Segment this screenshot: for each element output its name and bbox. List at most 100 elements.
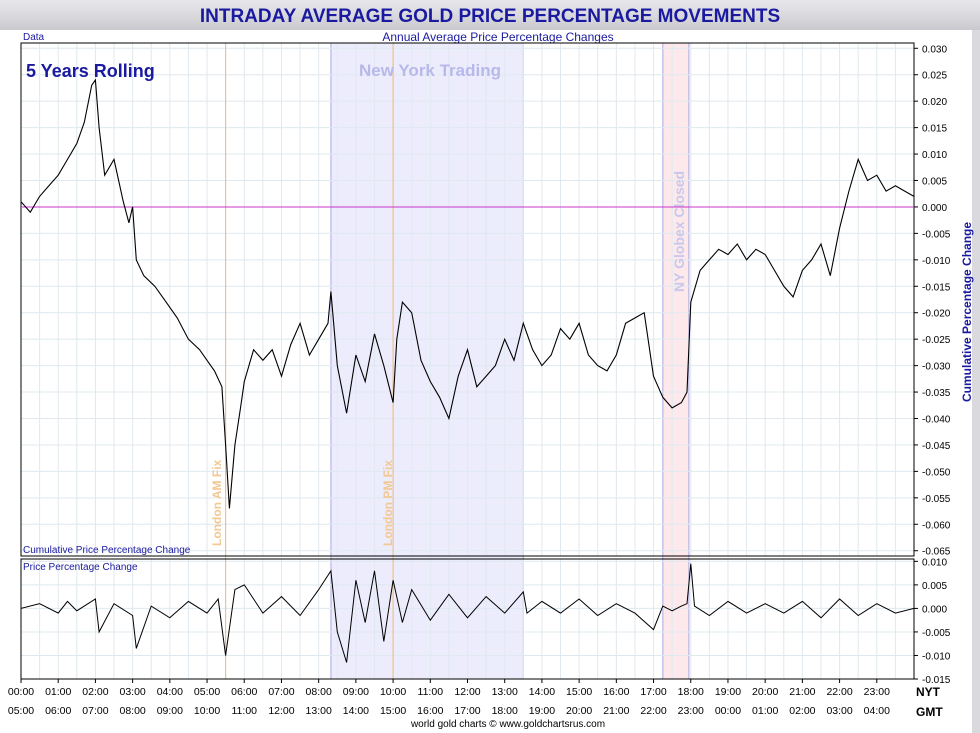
lower-y-tick-label: -0.010 — [922, 651, 951, 662]
x-tick-label-gmt: 01:00 — [752, 705, 778, 717]
x-tick-label-gmt: 18:00 — [492, 705, 518, 717]
right-edge — [972, 30, 980, 733]
upper-y-tick-label: 0.000 — [922, 203, 947, 214]
cumulative-series-line — [21, 78, 914, 509]
x-tick-label-nyt: 05:00 — [194, 686, 220, 698]
x-tick-label-nyt: 14:00 — [529, 686, 555, 698]
upper-y-tick-label: -0.065 — [922, 547, 951, 558]
right-axis-label: Cumulative Percentage Change — [960, 222, 974, 402]
lower-y-tick-label: -0.015 — [922, 675, 951, 686]
x-tick-label-gmt: 02:00 — [789, 705, 815, 717]
upper-y-tick-label: -0.020 — [922, 309, 951, 320]
upper-y-tick-label: 0.030 — [922, 44, 947, 55]
x-ticks: 00:00 05:00 01:00 06:00 02:00 07:00 03:00 08:00… — [8, 679, 890, 717]
x-tick-label-nyt: 12:00 — [454, 686, 480, 698]
lower-grid — [20, 559, 915, 680]
lower-panel-label: Price Percentage Change — [23, 562, 138, 573]
upper-y-tick-label: -0.010 — [922, 256, 951, 267]
x-tick-label-gmt: 11:00 — [232, 705, 258, 717]
price-change-series-line — [21, 563, 914, 663]
x-tick-label-gmt: 15:00 — [380, 705, 406, 717]
rolling-label: 5 Years Rolling — [26, 61, 155, 81]
fix-pm-label: London PM Fix — [381, 460, 395, 546]
globex-shade — [662, 43, 689, 679]
x-tick-label-nyt: 03:00 — [119, 686, 145, 698]
x-tick-label-nyt: 06:00 — [231, 686, 257, 698]
x-tick-label-gmt: 10:00 — [194, 705, 220, 717]
lower-y-tick-label: 0.010 — [922, 557, 947, 568]
upper-panel-border — [20, 42, 915, 557]
fix-lines — [225, 43, 394, 679]
x-tick-label-nyt: 01:00 — [45, 686, 71, 698]
x-tick-label-nyt: 21:00 — [789, 686, 815, 698]
x-tick-label-nyt: 13:00 — [492, 686, 518, 698]
x-tick-label-nyt: 08:00 — [306, 686, 332, 698]
upper-y-tick-label: -0.035 — [922, 388, 951, 399]
x-tick-label-nyt: 09:00 — [343, 686, 369, 698]
x-tick-label-gmt: 23:00 — [678, 705, 704, 717]
upper-y-tick-label: -0.005 — [922, 229, 951, 240]
upper-y-tick-label: 0.015 — [922, 124, 947, 135]
x-tick-label-gmt: 08:00 — [119, 705, 145, 717]
x-tick-label-gmt: 17:00 — [454, 705, 480, 717]
upper-y-tick-label: -0.015 — [922, 282, 951, 293]
upper-panel-label: Cumulative Price Percentage Change — [23, 545, 191, 556]
x-tick-label-nyt: 19:00 — [715, 686, 741, 698]
x-tick-label-nyt: 16:00 — [603, 686, 629, 698]
title-bar — [0, 0, 980, 30]
x-tick-label-nyt: 07:00 — [268, 686, 294, 698]
lower-y-tick-label: 0.005 — [922, 581, 947, 592]
footer-credit: world gold charts © www.goldchartsrus.co… — [410, 719, 605, 730]
tz-nyt-label: NYT — [916, 685, 941, 699]
x-tick-label-gmt: 21:00 — [603, 705, 629, 717]
upper-y-tick-label: 0.025 — [922, 71, 947, 82]
fix-am-label: London AM Fix — [210, 459, 224, 546]
x-tick-label-nyt: 04:00 — [157, 686, 183, 698]
session-shade — [330, 43, 524, 679]
globex-label: NY Globex Closed — [671, 171, 687, 292]
upper-grid — [20, 43, 915, 556]
upper-y-tick-label: -0.055 — [922, 494, 951, 505]
corner-label: Data — [23, 32, 45, 43]
x-tick-label-gmt: 20:00 — [566, 705, 592, 717]
upper-y-tick-label: -0.050 — [922, 467, 951, 478]
upper-y-ticks: 0.030 0.025 0.020 0.015 0.010 0.005 0.000 -0.00… — [914, 44, 951, 558]
x-tick-label-gmt: 19:00 — [529, 705, 555, 717]
x-tick-label-gmt: 03:00 — [826, 705, 852, 717]
x-tick-label-gmt: 06:00 — [45, 705, 71, 717]
upper-y-tick-label: -0.030 — [922, 362, 951, 373]
x-tick-label-nyt: 00:00 — [8, 686, 34, 698]
x-tick-label-nyt: 02:00 — [82, 686, 108, 698]
tz-gmt-label: GMT — [916, 705, 943, 719]
session-label: New York Trading — [359, 61, 501, 80]
x-tick-label-gmt: 09:00 — [157, 705, 183, 717]
x-tick-label-nyt: 11:00 — [418, 686, 444, 698]
x-tick-label-gmt: 00:00 — [715, 705, 741, 717]
x-tick-label-gmt: 22:00 — [640, 705, 666, 717]
chart-title: INTRADAY AVERAGE GOLD PRICE PERCENTAGE M… — [200, 6, 780, 27]
x-tick-label-nyt: 17:00 — [640, 686, 666, 698]
x-tick-label-nyt: 15:00 — [566, 686, 592, 698]
x-tick-label-nyt: 20:00 — [752, 686, 778, 698]
x-tick-label-nyt: 18:00 — [678, 686, 704, 698]
lower-y-tick-label: -0.005 — [922, 628, 951, 639]
chart-subtitle: Annual Average Price Percentage Changes — [382, 30, 613, 44]
x-tick-label-nyt: 10:00 — [380, 686, 406, 698]
upper-y-tick-label: 0.010 — [922, 150, 947, 161]
lower-y-ticks: 0.010 0.005 0.000 -0.005 -0.010 -0.015 — [914, 557, 951, 686]
lower-y-tick-label: 0.000 — [922, 604, 947, 615]
upper-y-tick-label: 0.005 — [922, 177, 947, 188]
x-tick-label-nyt: 22:00 — [826, 686, 852, 698]
x-tick-label-gmt: 04:00 — [864, 705, 890, 717]
x-tick-label-gmt: 16:00 — [417, 705, 443, 717]
upper-y-tick-label: -0.025 — [922, 335, 951, 346]
x-tick-label-gmt: 12:00 — [268, 705, 294, 717]
upper-y-tick-label: -0.060 — [922, 520, 951, 531]
upper-y-tick-label: 0.020 — [922, 97, 947, 108]
upper-y-tick-label: -0.040 — [922, 414, 951, 425]
x-tick-label-gmt: 05:00 — [8, 705, 34, 717]
x-tick-label-gmt: 07:00 — [82, 705, 108, 717]
x-tick-label-gmt: 14:00 — [343, 705, 369, 717]
x-tick-label-nyt: 23:00 — [864, 686, 890, 698]
